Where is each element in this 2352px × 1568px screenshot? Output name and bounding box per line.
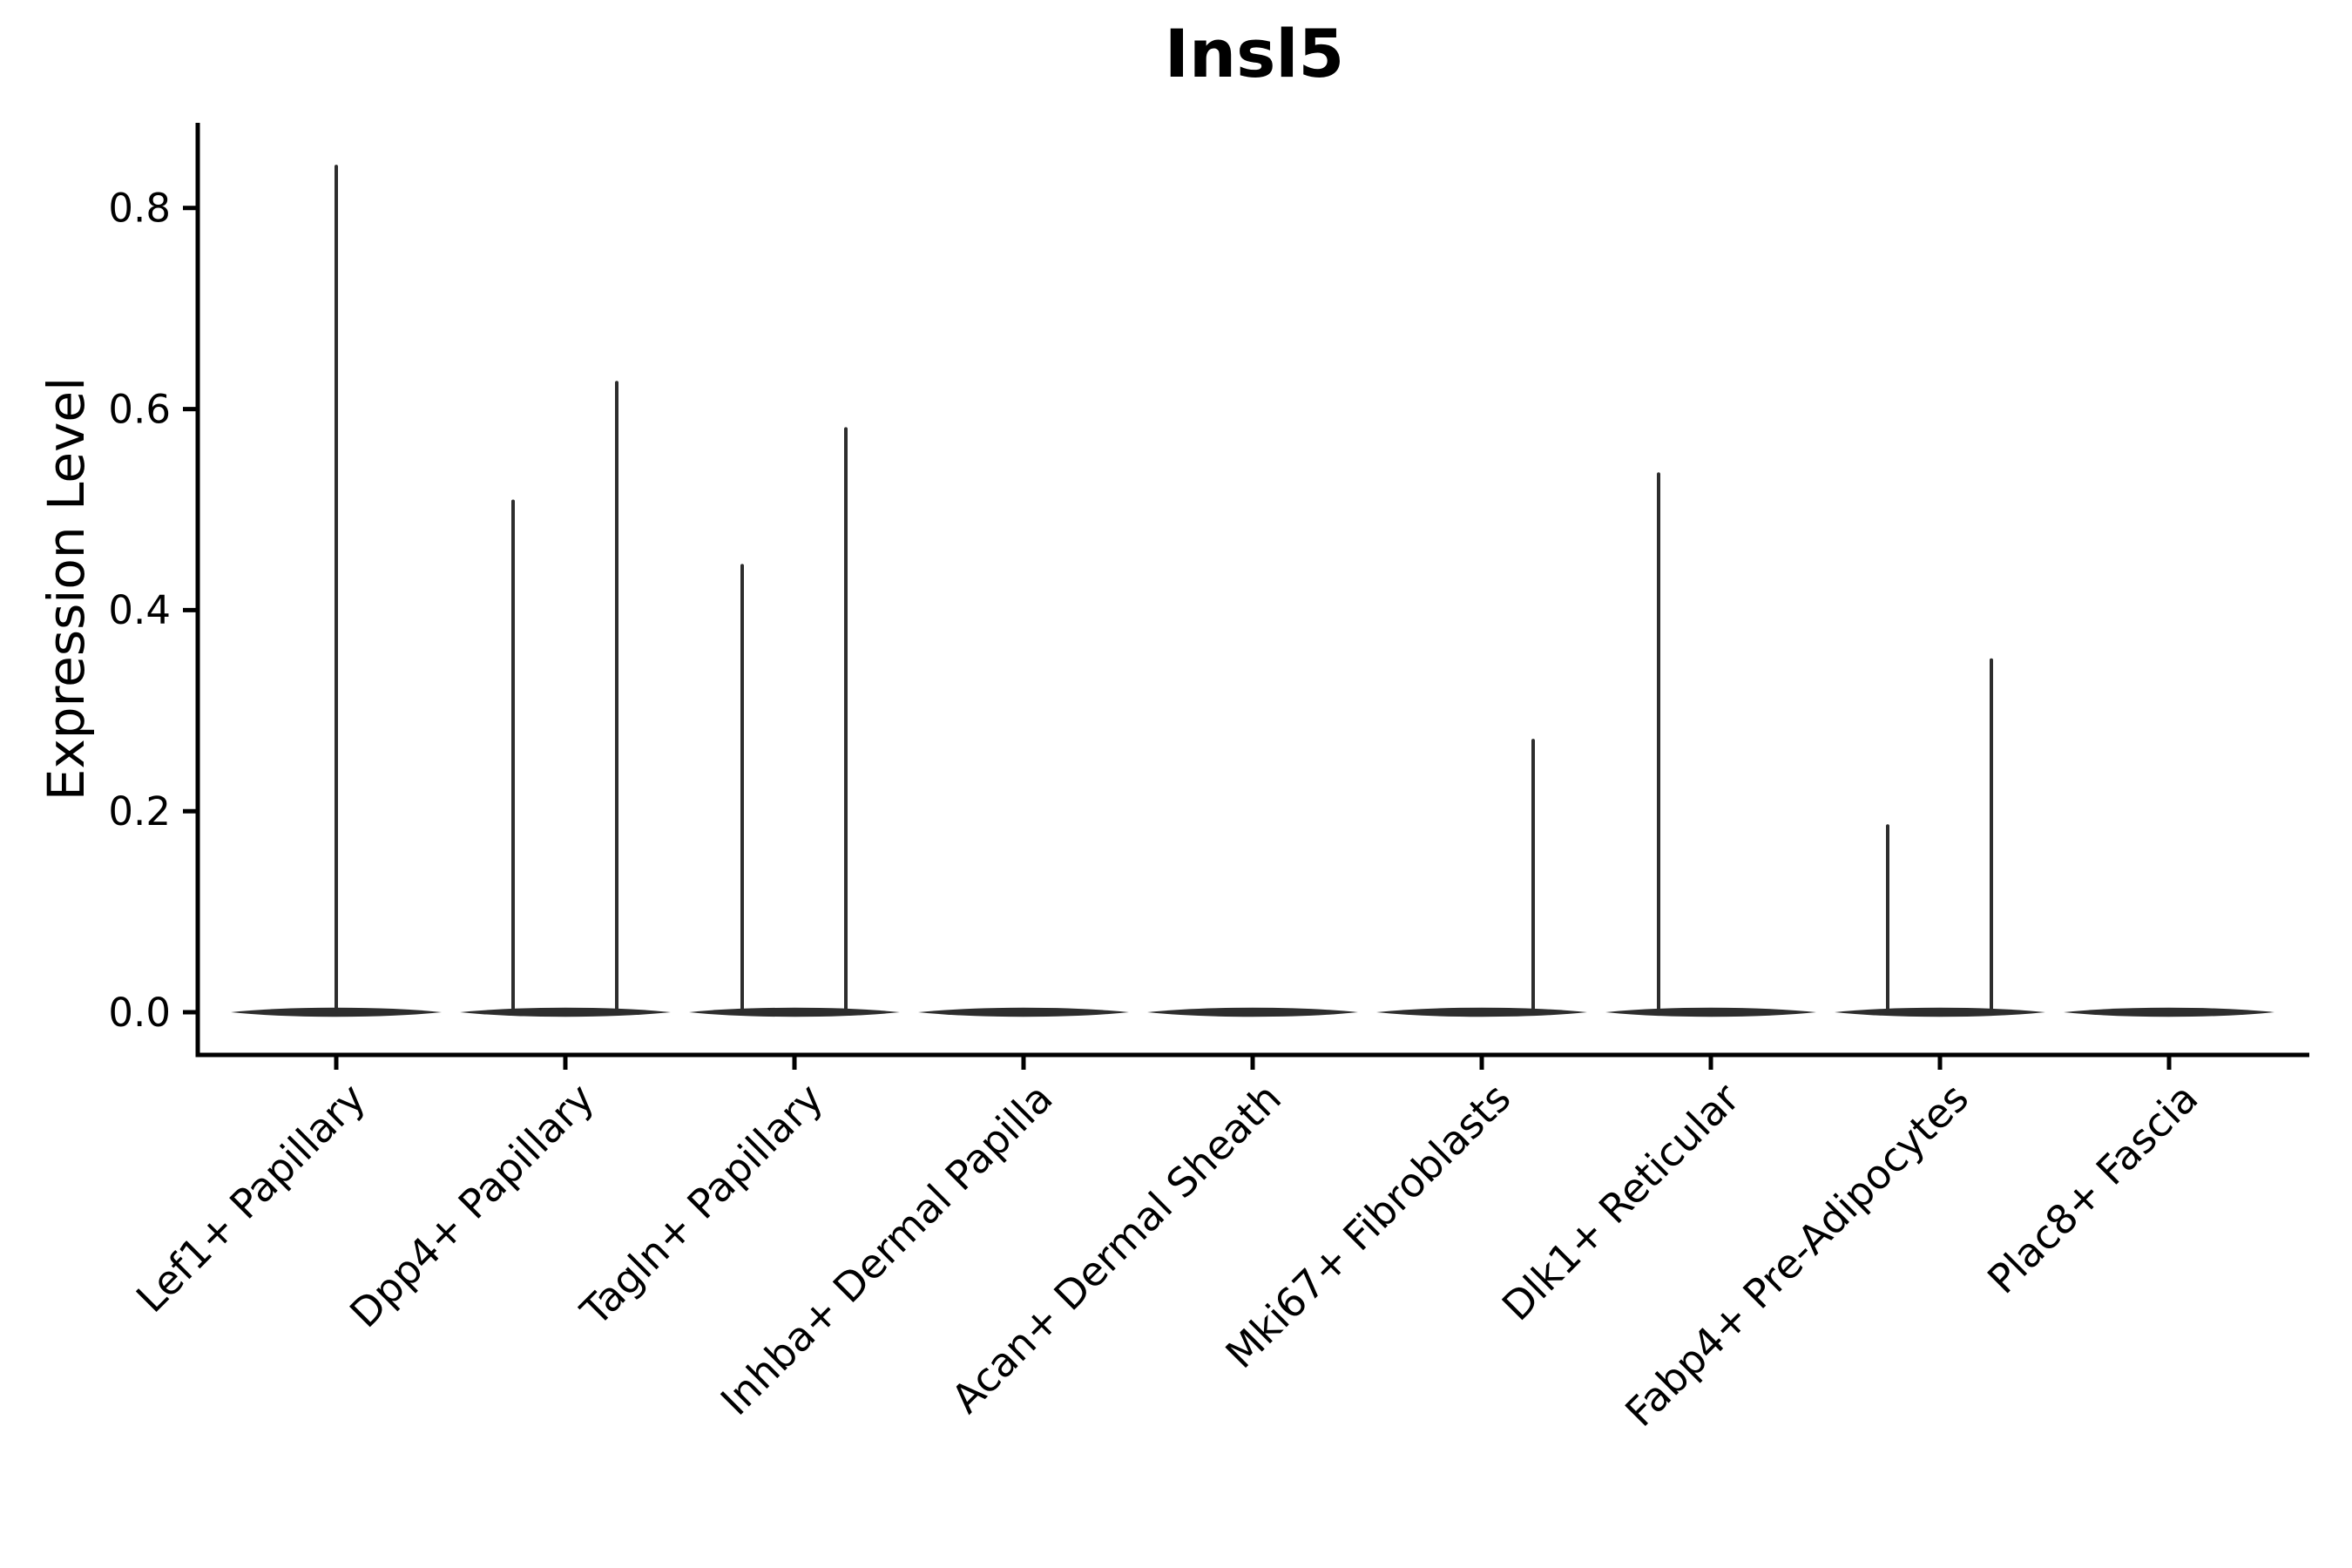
- violin-body: [1835, 1007, 2045, 1017]
- violin-body: [460, 1007, 671, 1017]
- chart-title: Insl5: [1164, 15, 1345, 92]
- violin-body: [1605, 1007, 1816, 1017]
- y-tick-label: 0.6: [108, 386, 171, 432]
- y-tick-label: 0.4: [108, 587, 171, 633]
- violin-body: [1147, 1007, 1358, 1017]
- y-axis-label: Expression Level: [37, 376, 96, 801]
- y-tick-label: 0.8: [108, 186, 171, 232]
- violin-body: [918, 1007, 1129, 1017]
- y-tick-label: 0.2: [108, 788, 171, 835]
- violin-body: [2064, 1007, 2274, 1017]
- violin-body: [689, 1007, 900, 1017]
- violin-body: [1376, 1007, 1587, 1017]
- y-tick-label: 0.0: [108, 990, 171, 1036]
